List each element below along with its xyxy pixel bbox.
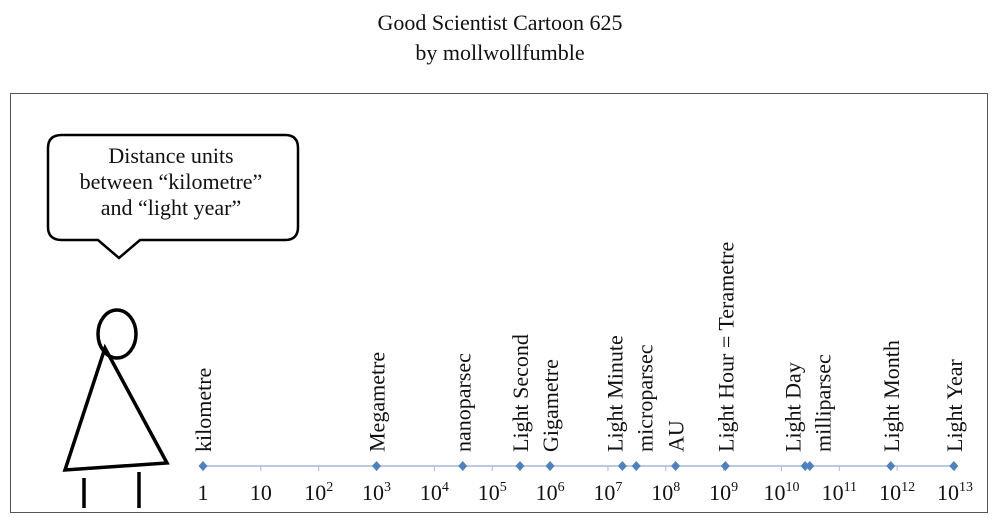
data-point — [617, 461, 627, 471]
tick-label: 1013 — [937, 480, 973, 505]
point-label: Light Day — [780, 362, 805, 452]
tick-label: 105 — [478, 480, 507, 505]
speech-line-2: between “kilometre” — [79, 169, 263, 194]
tick-label: 102 — [304, 480, 333, 505]
tick-label: 106 — [536, 480, 565, 505]
point-label: Gigametre — [538, 359, 563, 452]
speech-line-3: and “light year” — [100, 195, 242, 220]
tick-label: 1011 — [822, 480, 857, 505]
speech-bubble-text: Distance units between “kilometre” and “… — [48, 143, 294, 221]
point-label: Light Month — [879, 340, 904, 452]
data-point — [631, 461, 641, 471]
data-point — [458, 461, 468, 471]
tick-label: 1012 — [879, 480, 915, 505]
tick-label: 103 — [362, 480, 391, 505]
tick-label: 1010 — [763, 480, 799, 505]
speech-line-1: Distance units — [108, 143, 234, 168]
cartoon-frame — [10, 93, 988, 513]
point-label: Light Minute — [602, 335, 627, 452]
point-label: nanoparsec — [451, 353, 476, 452]
data-point — [671, 461, 681, 471]
figure-body — [62, 343, 170, 472]
data-point — [372, 461, 382, 471]
cartoon-title: Good Scientist Cartoon 625 — [377, 10, 623, 35]
data-point — [800, 461, 810, 471]
data-point — [545, 461, 555, 471]
point-label: AU — [664, 420, 689, 452]
stick-figure — [62, 308, 170, 508]
tick-label: 1 — [198, 480, 209, 505]
tick-label: 10 — [250, 480, 272, 505]
tick-label: 109 — [709, 480, 738, 505]
distance-axis: 1 10 102 103 104 105 106 107 108 109 1010 1011 1012 1… — [191, 242, 973, 505]
data-point — [886, 461, 896, 471]
speech-bubble — [46, 133, 300, 260]
tick-label: 107 — [593, 480, 622, 505]
figure-head — [96, 308, 138, 360]
data-point — [515, 461, 525, 471]
point-label: milliparsec — [810, 354, 835, 452]
point-label: microparsec — [632, 344, 657, 452]
data-point — [949, 461, 959, 471]
point-label: Megametre — [365, 352, 390, 452]
tick-label: 108 — [651, 480, 680, 505]
data-point — [198, 461, 208, 471]
point-label: Light Year — [942, 358, 967, 452]
point-label: Light Hour = Terametre — [713, 242, 738, 452]
cartoon-subtitle: by mollwollfumble — [415, 40, 585, 65]
point-label: Light Second — [508, 334, 533, 452]
data-point — [720, 461, 730, 471]
data-point — [805, 461, 815, 471]
tick-label: 104 — [420, 480, 449, 505]
point-label: kilometre — [191, 368, 216, 452]
